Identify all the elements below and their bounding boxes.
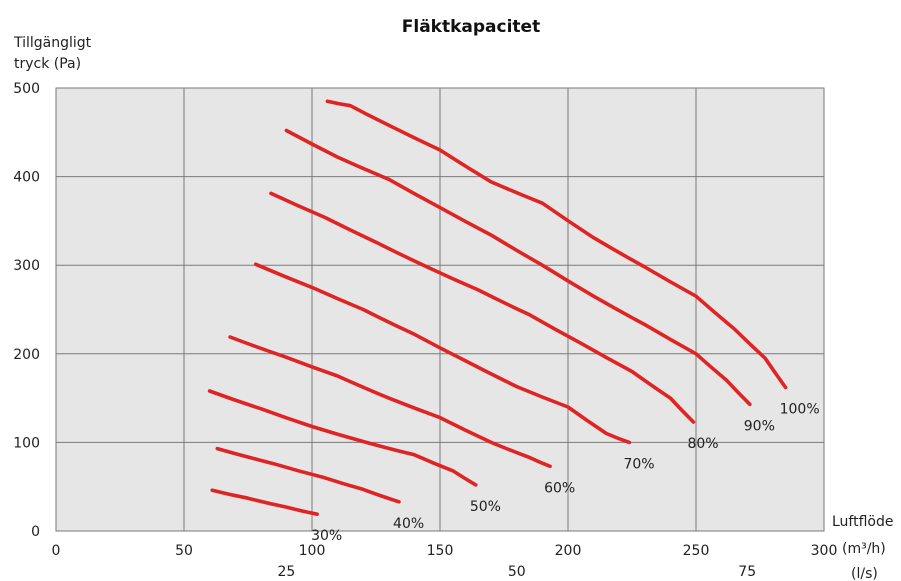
y-tick-labels: 0 100 200 300 400 500: [13, 81, 40, 540]
x-tick-label: 50: [175, 543, 193, 559]
x-tick-label: 250: [683, 543, 710, 559]
secondary-x-tick-label: 75: [738, 564, 756, 580]
x-tick-label: 200: [555, 543, 582, 559]
curve-label-100pct: 100%: [780, 401, 820, 417]
y-axis-label-line1: Tillgängligt: [13, 35, 92, 51]
fan-curve-80pct: [269, 191, 696, 424]
curve-label-80pct: 80%: [687, 436, 718, 452]
curve-labels: 30% 40% 50% 60% 70% 80% 90% 100%: [311, 401, 820, 544]
x-tick-label: 300: [811, 543, 838, 559]
y-tick-label: 100: [13, 435, 40, 451]
y-tick-label: 400: [13, 170, 40, 186]
y-tick-label: 500: [13, 81, 40, 97]
curve-label-50pct: 50%: [470, 499, 501, 515]
curve-label-40pct: 40%: [393, 516, 424, 532]
fan-curve-90pct: [284, 128, 752, 407]
y-tick-label: 200: [13, 347, 40, 363]
secondary-x-tick-label: 50: [508, 564, 526, 580]
fan-curve-60pct: [228, 335, 552, 469]
x-tick-label: 0: [52, 543, 61, 559]
x-tick-labels: 0 50 100 150 200 250 300: [52, 543, 838, 559]
x-tick-label: 100: [299, 543, 326, 559]
y-tick-label: 300: [13, 258, 40, 274]
y-axis-label-line2: tryck (Pa): [14, 56, 81, 72]
chart-title: Fläktkapacitet: [402, 17, 540, 37]
secondary-x-tick-label: 25: [277, 564, 295, 580]
x-axis-unit-m3h: (m³/h): [842, 541, 886, 557]
x-tick-label: 150: [427, 543, 454, 559]
secondary-x-tick-labels: 25 50 75: [277, 564, 756, 580]
curve-label-70pct: 70%: [623, 456, 654, 472]
x-axis-unit-ls: (l/s): [851, 566, 878, 581]
curve-label-60pct: 60%: [544, 480, 575, 496]
x-axis-label: Luftflöde: [832, 514, 893, 530]
fan-curve-40pct: [215, 446, 401, 504]
fan-curve-30pct: [210, 488, 319, 516]
fan-curve-50pct: [207, 389, 478, 487]
fan-curve-70pct: [253, 262, 632, 445]
fan-curves: [207, 99, 788, 516]
y-tick-label: 0: [31, 524, 40, 540]
curve-label-30pct: 30%: [311, 528, 342, 544]
curve-label-90pct: 90%: [744, 418, 775, 434]
fan-curve-100pct: [325, 99, 788, 390]
